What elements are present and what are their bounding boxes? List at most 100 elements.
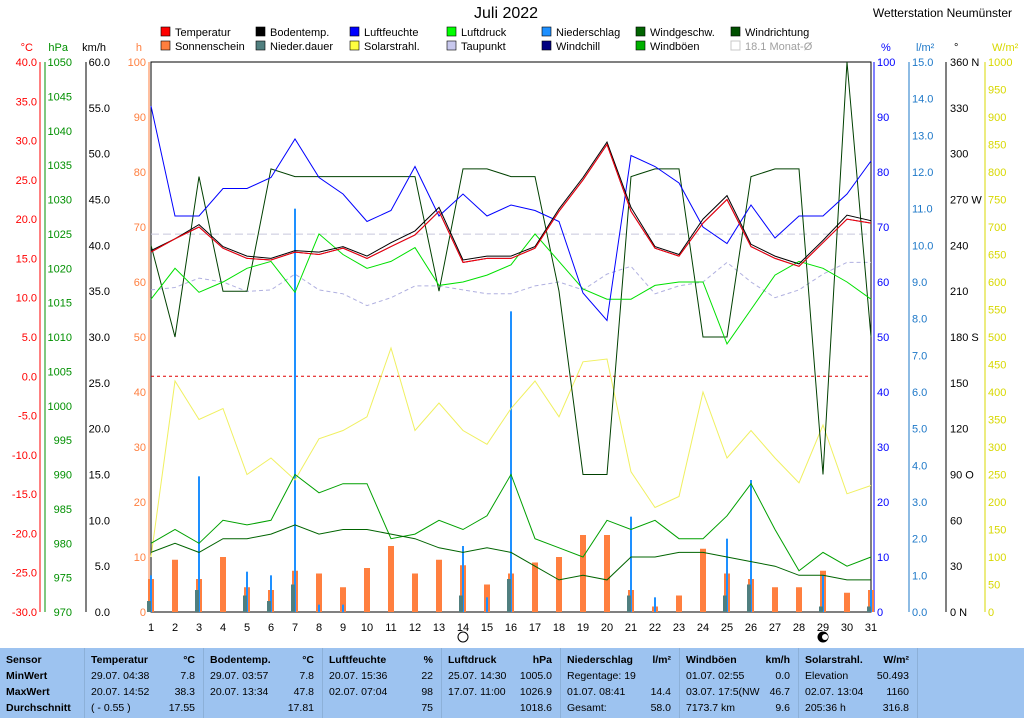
stats-row-timestamp: 03.07. 17:5(NW <box>686 686 760 698</box>
stats-block-unit: % <box>423 654 433 666</box>
stats-row-timestamp: 20.07. 15:36 <box>329 670 388 682</box>
temp-tick-label: 5.0 <box>22 332 37 344</box>
bar-sonnenschein <box>580 535 586 612</box>
rain-tick-label: 1.0 <box>912 570 927 582</box>
stats-row-label: Sensor <box>6 654 42 666</box>
solar-tick-label: 500 <box>988 332 1006 344</box>
wind-tick-label: 15.0 <box>89 470 110 482</box>
wind-unit-label: km/h <box>82 42 106 54</box>
hours-unit-label: h <box>136 42 142 54</box>
pressure-tick-label: 1025 <box>48 229 72 241</box>
day-tick-label: 25 <box>721 622 733 634</box>
pressure-tick-label: 975 <box>54 573 72 585</box>
bar-niederschlag <box>750 480 752 612</box>
pressure-tick-label: 1030 <box>48 195 72 207</box>
wind-tick-label: 0.0 <box>95 607 110 619</box>
day-tick-label: 31 <box>865 622 877 634</box>
bar-niederschlag <box>654 597 656 612</box>
legend-swatch <box>446 26 457 37</box>
hours-tick-label: 50 <box>134 332 146 344</box>
day-tick-label: 15 <box>481 622 493 634</box>
day-tick-label: 5 <box>244 622 250 634</box>
direction-tick-label: 120 <box>950 424 968 436</box>
legend-swatch <box>541 40 552 51</box>
stats-row-value: 1160 <box>886 686 909 698</box>
bar-niederschlag <box>246 571 248 612</box>
solar-tick-label: 50 <box>988 580 1000 592</box>
bar-sonnenschein <box>412 573 418 612</box>
rain-unit-label: l/m² <box>916 42 935 54</box>
legend-swatch <box>349 26 360 37</box>
legend-label: Niederschlag <box>556 27 620 39</box>
stats-block-title: Niederschlag <box>567 654 633 666</box>
wind-tick-label: 5.0 <box>95 561 110 573</box>
stats-row-value: 316.8 <box>882 702 909 714</box>
stats-row-timestamp: 25.07. 14:30 <box>448 670 507 682</box>
day-tick-label: 18 <box>553 622 565 634</box>
stats-block-title: Solarstrahl. <box>805 654 863 666</box>
day-tick-label: 1 <box>148 622 154 634</box>
hours-tick-label: 30 <box>134 442 146 454</box>
legend-label: Luftdruck <box>461 27 507 39</box>
day-tick-label: 14 <box>457 622 469 634</box>
wind-tick-label: 50.0 <box>89 149 110 161</box>
stats-block-header: Bodentemp. °C <box>210 652 318 668</box>
stats-block: Luftdruck hPa 25.07. 14:30 1005.0 17.07. 11:… <box>442 648 561 718</box>
day-tick-label: 19 <box>577 622 589 634</box>
legend-swatch <box>255 40 266 51</box>
stats-row-value: 17.55 <box>168 702 195 714</box>
day-tick-label: 12 <box>409 622 421 634</box>
stats-row-value: 7.8 <box>299 670 314 682</box>
stats-row: ( - 0.55 ) 17.55 <box>91 700 199 716</box>
stats-row-labels: Sensor MinWert MaxWert Durchschnitt <box>0 648 85 718</box>
stats-row-value: 9.6 <box>775 702 790 714</box>
stats-block-title: Windböen <box>686 654 737 666</box>
pressure-tick-label: 1005 <box>48 366 72 378</box>
pressure-tick-label: 985 <box>54 504 72 516</box>
temp-tick-label: 20.0 <box>16 214 37 226</box>
stats-row-timestamp: 20.07. 13:34 <box>210 686 269 698</box>
day-tick-label: 4 <box>220 622 226 634</box>
series-line-windben <box>150 473 872 572</box>
wind-tick-label: 20.0 <box>89 424 110 436</box>
stats-row: 02.07. 07:04 98 <box>329 684 437 700</box>
new-moon-icon-highlight <box>822 634 828 640</box>
stats-block-header: Luftdruck hPa <box>448 652 556 668</box>
stats-row: 20.07. 13:34 47.8 <box>210 684 318 700</box>
stats-row-value: 47.8 <box>293 686 314 698</box>
temp-tick-label: 10.0 <box>16 293 37 305</box>
rain-tick-label: 0.0 <box>912 607 927 619</box>
solar-tick-label: 200 <box>988 497 1006 509</box>
bar-niederschlag <box>462 546 464 612</box>
day-tick-label: 13 <box>433 622 445 634</box>
stats-row-timestamp: 01.07. 02:55 <box>686 670 745 682</box>
temp-tick-label: 25.0 <box>16 175 37 187</box>
direction-unit-label: ° <box>954 42 958 54</box>
rain-tick-label: 11.0 <box>912 204 933 216</box>
stats-row: 01.07. 02:55 0.0 <box>686 668 794 684</box>
series-line-luftfeuchte <box>150 105 872 322</box>
humidity-tick-label: 0 <box>877 607 883 619</box>
solar-tick-label: 700 <box>988 222 1006 234</box>
legend-checkbox <box>730 40 741 51</box>
wind-tick-label: 45.0 <box>89 195 110 207</box>
day-tick-label: 16 <box>505 622 517 634</box>
day-tick-label: 20 <box>601 622 613 634</box>
day-tick-label: 27 <box>769 622 781 634</box>
stats-block-title: Temperatur <box>91 654 148 666</box>
pressure-tick-label: 995 <box>54 435 72 447</box>
stats-row-value: 50.493 <box>876 670 909 682</box>
stats-row-timestamp: ( - 0.55 ) <box>91 702 131 714</box>
stats-block-header: Solarstrahl. W/m² <box>805 652 913 668</box>
wind-tick-label: 35.0 <box>89 286 110 298</box>
stats-block-unit: W/m² <box>883 654 909 666</box>
bar-sonnenschein <box>532 562 538 612</box>
stats-row-value: 1026.9 <box>519 686 552 698</box>
direction-tick-label: 180 S <box>950 332 979 344</box>
bar-sonnenschein <box>316 573 322 612</box>
legend-swatch <box>160 40 171 51</box>
series-line-temperatur <box>150 143 872 267</box>
chart-svg: 40.035.030.025.020.015.010.05.00.0-5.0-1… <box>12 26 1019 643</box>
wind-tick-label: 55.0 <box>89 103 110 115</box>
stats-row: 17.07. 11:00 1026.9 <box>448 684 556 700</box>
